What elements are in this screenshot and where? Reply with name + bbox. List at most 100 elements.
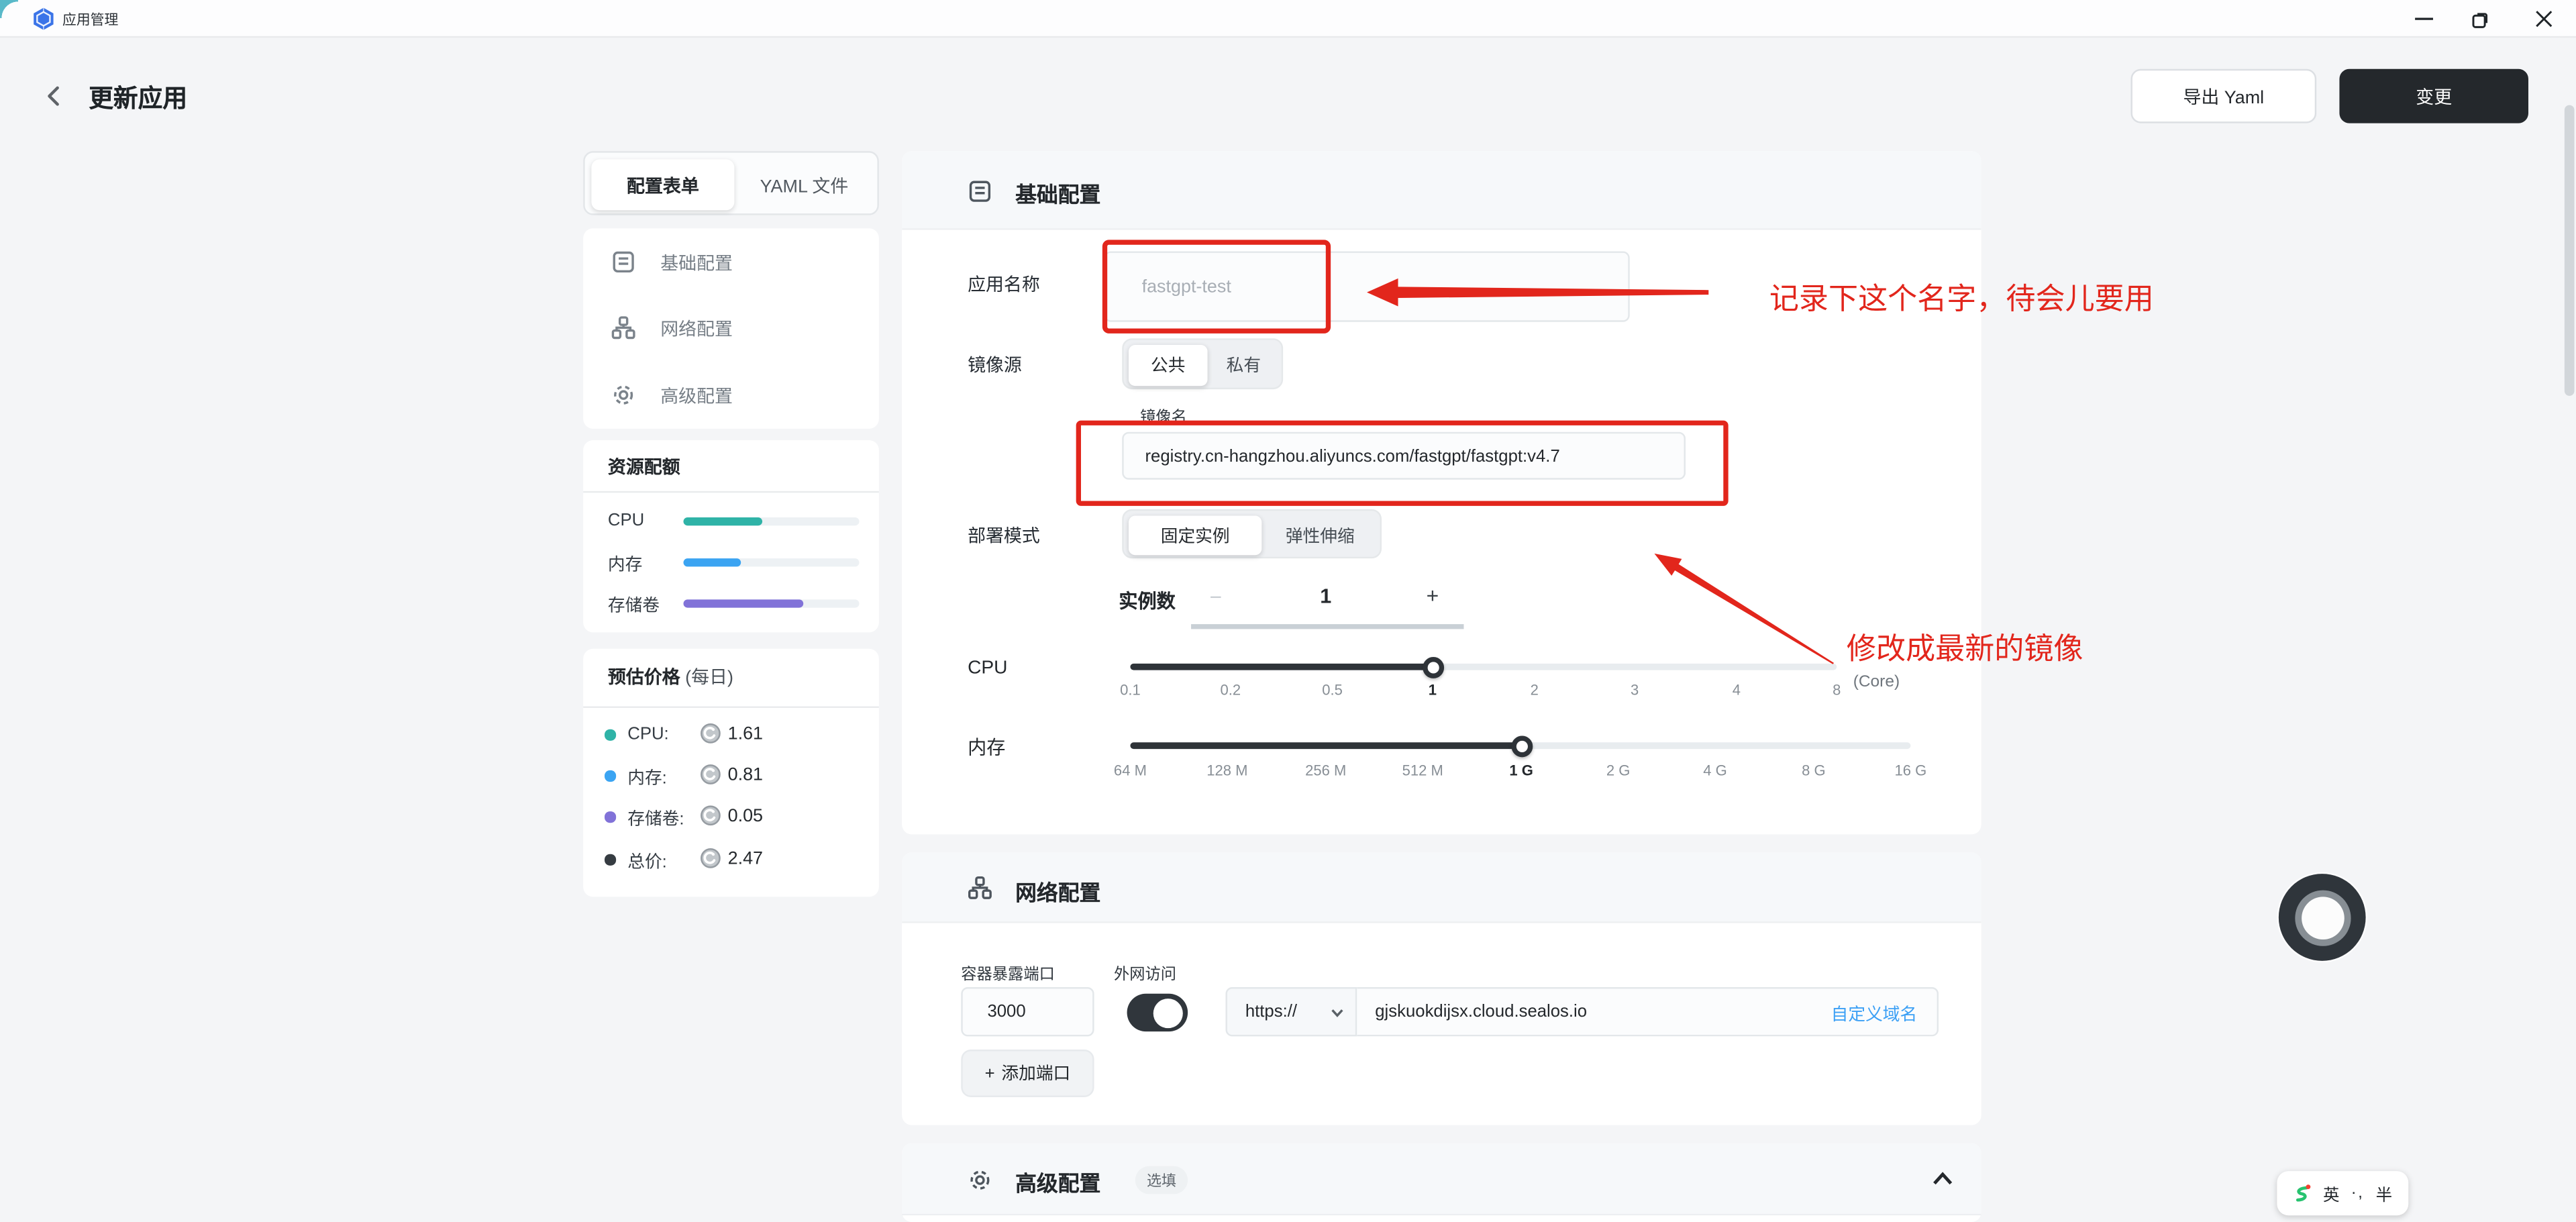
back-button[interactable] [43,84,66,109]
memory-tick-selected: 1 G [1509,762,1533,779]
section-nav: 基础配置 网络配置 高级配置 [583,228,879,429]
cpu-slider-label: CPU [968,658,1008,678]
coin-icon [700,805,721,826]
deploy-mode-label: 部署模式 [968,527,1040,548]
price-dot [604,729,615,740]
advanced-config-header[interactable] [902,1143,1981,1216]
pointer-ring-center [2300,896,2344,939]
window-title: 应用管理 [62,11,119,28]
instances-label: 实例数 [1119,593,1176,613]
deploy-mode-segmented: 固定实例 弹性伸缩 [1122,509,1382,559]
page-title: 更新应用 [89,85,188,113]
sidebar-item-basic-config[interactable]: 基础配置 [583,228,879,295]
cpu-tick: 0.2 [1220,681,1241,699]
price-dot [604,854,615,865]
price-label: 总价: [627,852,667,872]
close-button[interactable] [2518,0,2567,38]
quota-bar-cpu [683,517,860,526]
cpu-slider-track[interactable] [1130,663,1837,670]
quota-bar-memory [683,558,860,567]
section-title: 高级配置 [1015,1171,1101,1196]
annotation-note-app-name: 记录下这个名字，待会儿要用 [1769,282,2154,315]
domain-field[interactable]: gjskuokdijsx.cloud.sealos.io 自定义域名 [1357,986,1939,1037]
minimize-button[interactable] [2399,0,2448,38]
annotation-box-app-name [1102,240,1331,334]
option-public[interactable]: 公共 [1129,344,1208,387]
memory-tick: 128 M [1206,762,1248,779]
memory-tick: 16 G [1894,762,1927,779]
ime-logo-icon [2290,1182,2313,1205]
sidebar-item-network-config[interactable]: 网络配置 [583,294,879,361]
protocol-select[interactable]: https:// [1225,986,1357,1037]
tab-yaml-file[interactable]: YAML 文件 [760,176,849,197]
option-fixed-instance[interactable]: 固定实例 [1129,515,1262,556]
coin-icon [700,848,721,869]
stepper-underline [1191,624,1464,629]
config-mode-tabs: 配置表单 YAML 文件 [583,151,879,215]
scrollbar-thumb[interactable] [2564,105,2575,396]
section-title: 网络配置 [1015,880,1101,905]
resource-quota-card: 资源配额 CPU 内存 存储卷 [583,440,879,633]
instances-value[interactable]: 1 [1320,584,1332,608]
price-card: 预估价格 (每日) CPU: 1.61 内存: 0.81 存储卷: 0.05 总… [583,648,879,897]
image-source-label: 镜像源 [968,356,1022,376]
memory-slider-label: 内存 [968,739,1006,759]
advanced-config-card: 高级配置 选填 [902,1143,1981,1222]
plus-icon: + [984,1063,995,1084]
price-label: CPU: [627,724,669,744]
cpu-tick: 3 [1630,681,1639,699]
section-title: 基础配置 [1015,182,1101,207]
option-autoscale[interactable]: 弹性伸缩 [1285,526,1355,546]
cpu-slider-thumb[interactable] [1422,656,1443,678]
cpu-tick: 4 [1732,681,1741,699]
price-label: 存储卷: [627,809,684,830]
image-name-input[interactable]: registry.cn-hangzhou.aliyuncs.com/fastgp… [1122,431,1686,480]
quota-row-label: CPU [607,511,645,531]
divider [583,706,879,708]
ime-lang-mode[interactable]: 英 [2322,1187,2340,1206]
cpu-slider-fill [1130,663,1433,670]
network-config-card: 网络配置 容器暴露端口 外网访问 3000 https:// gjskuokdi… [902,852,1981,1125]
option-private[interactable]: 私有 [1226,356,1261,376]
instances-plus-button[interactable]: + [1426,582,1439,608]
add-port-button[interactable]: + 添加端口 [961,1050,1094,1097]
app-logo-gem-icon [32,7,56,32]
ime-punct-mode[interactable]: ·, [2351,1184,2365,1203]
custom-domain-link[interactable]: 自定义域名 [1831,1005,1918,1025]
memory-slider-fill [1130,742,1522,750]
gear-icon [968,1168,992,1192]
cpu-tick: 8 [1833,681,1841,699]
chevron-up-icon[interactable] [1932,1171,1953,1186]
restore-button[interactable] [2456,0,2505,38]
external-access-toggle[interactable] [1127,993,1188,1032]
network-icon [968,876,992,901]
ime-toolbar[interactable]: 英 ·, 半 [2277,1171,2409,1216]
instances-minus-button[interactable]: − [1209,584,1223,610]
tab-config-form[interactable]: 配置表单 [591,159,735,211]
network-icon [611,315,636,340]
price-dot [604,811,615,823]
memory-tick: 256 M [1305,762,1347,779]
cpu-tick: 2 [1530,681,1539,699]
sidebar-item-advanced-config[interactable]: 高级配置 [583,361,879,428]
app-name-label: 应用名称 [968,276,1040,296]
quota-bar-storage [683,599,860,608]
memory-slider-thumb[interactable] [1510,735,1533,757]
window-titlebar: 应用管理 [0,0,2576,38]
form-doc-icon [611,250,636,274]
export-yaml-button[interactable]: 导出 Yaml [2130,68,2317,123]
ime-width-mode[interactable]: 半 [2375,1187,2393,1206]
optional-badge: 选填 [1135,1166,1188,1194]
chevron-down-icon [1331,1009,1344,1019]
price-value: 2.47 [727,849,764,869]
change-button[interactable]: 变更 [2339,68,2528,123]
port-label: 容器暴露端口 [961,966,1055,984]
port-input[interactable]: 3000 [961,986,1094,1037]
annotation-box-image-name [1076,420,1729,506]
domain-value: gjskuokdijsx.cloud.sealos.io [1375,1002,1588,1022]
window-corner-accent [0,0,18,18]
price-value: 1.61 [727,724,764,744]
memory-tick: 2 G [1606,762,1631,779]
screen-pointer-ring [2278,874,2366,961]
